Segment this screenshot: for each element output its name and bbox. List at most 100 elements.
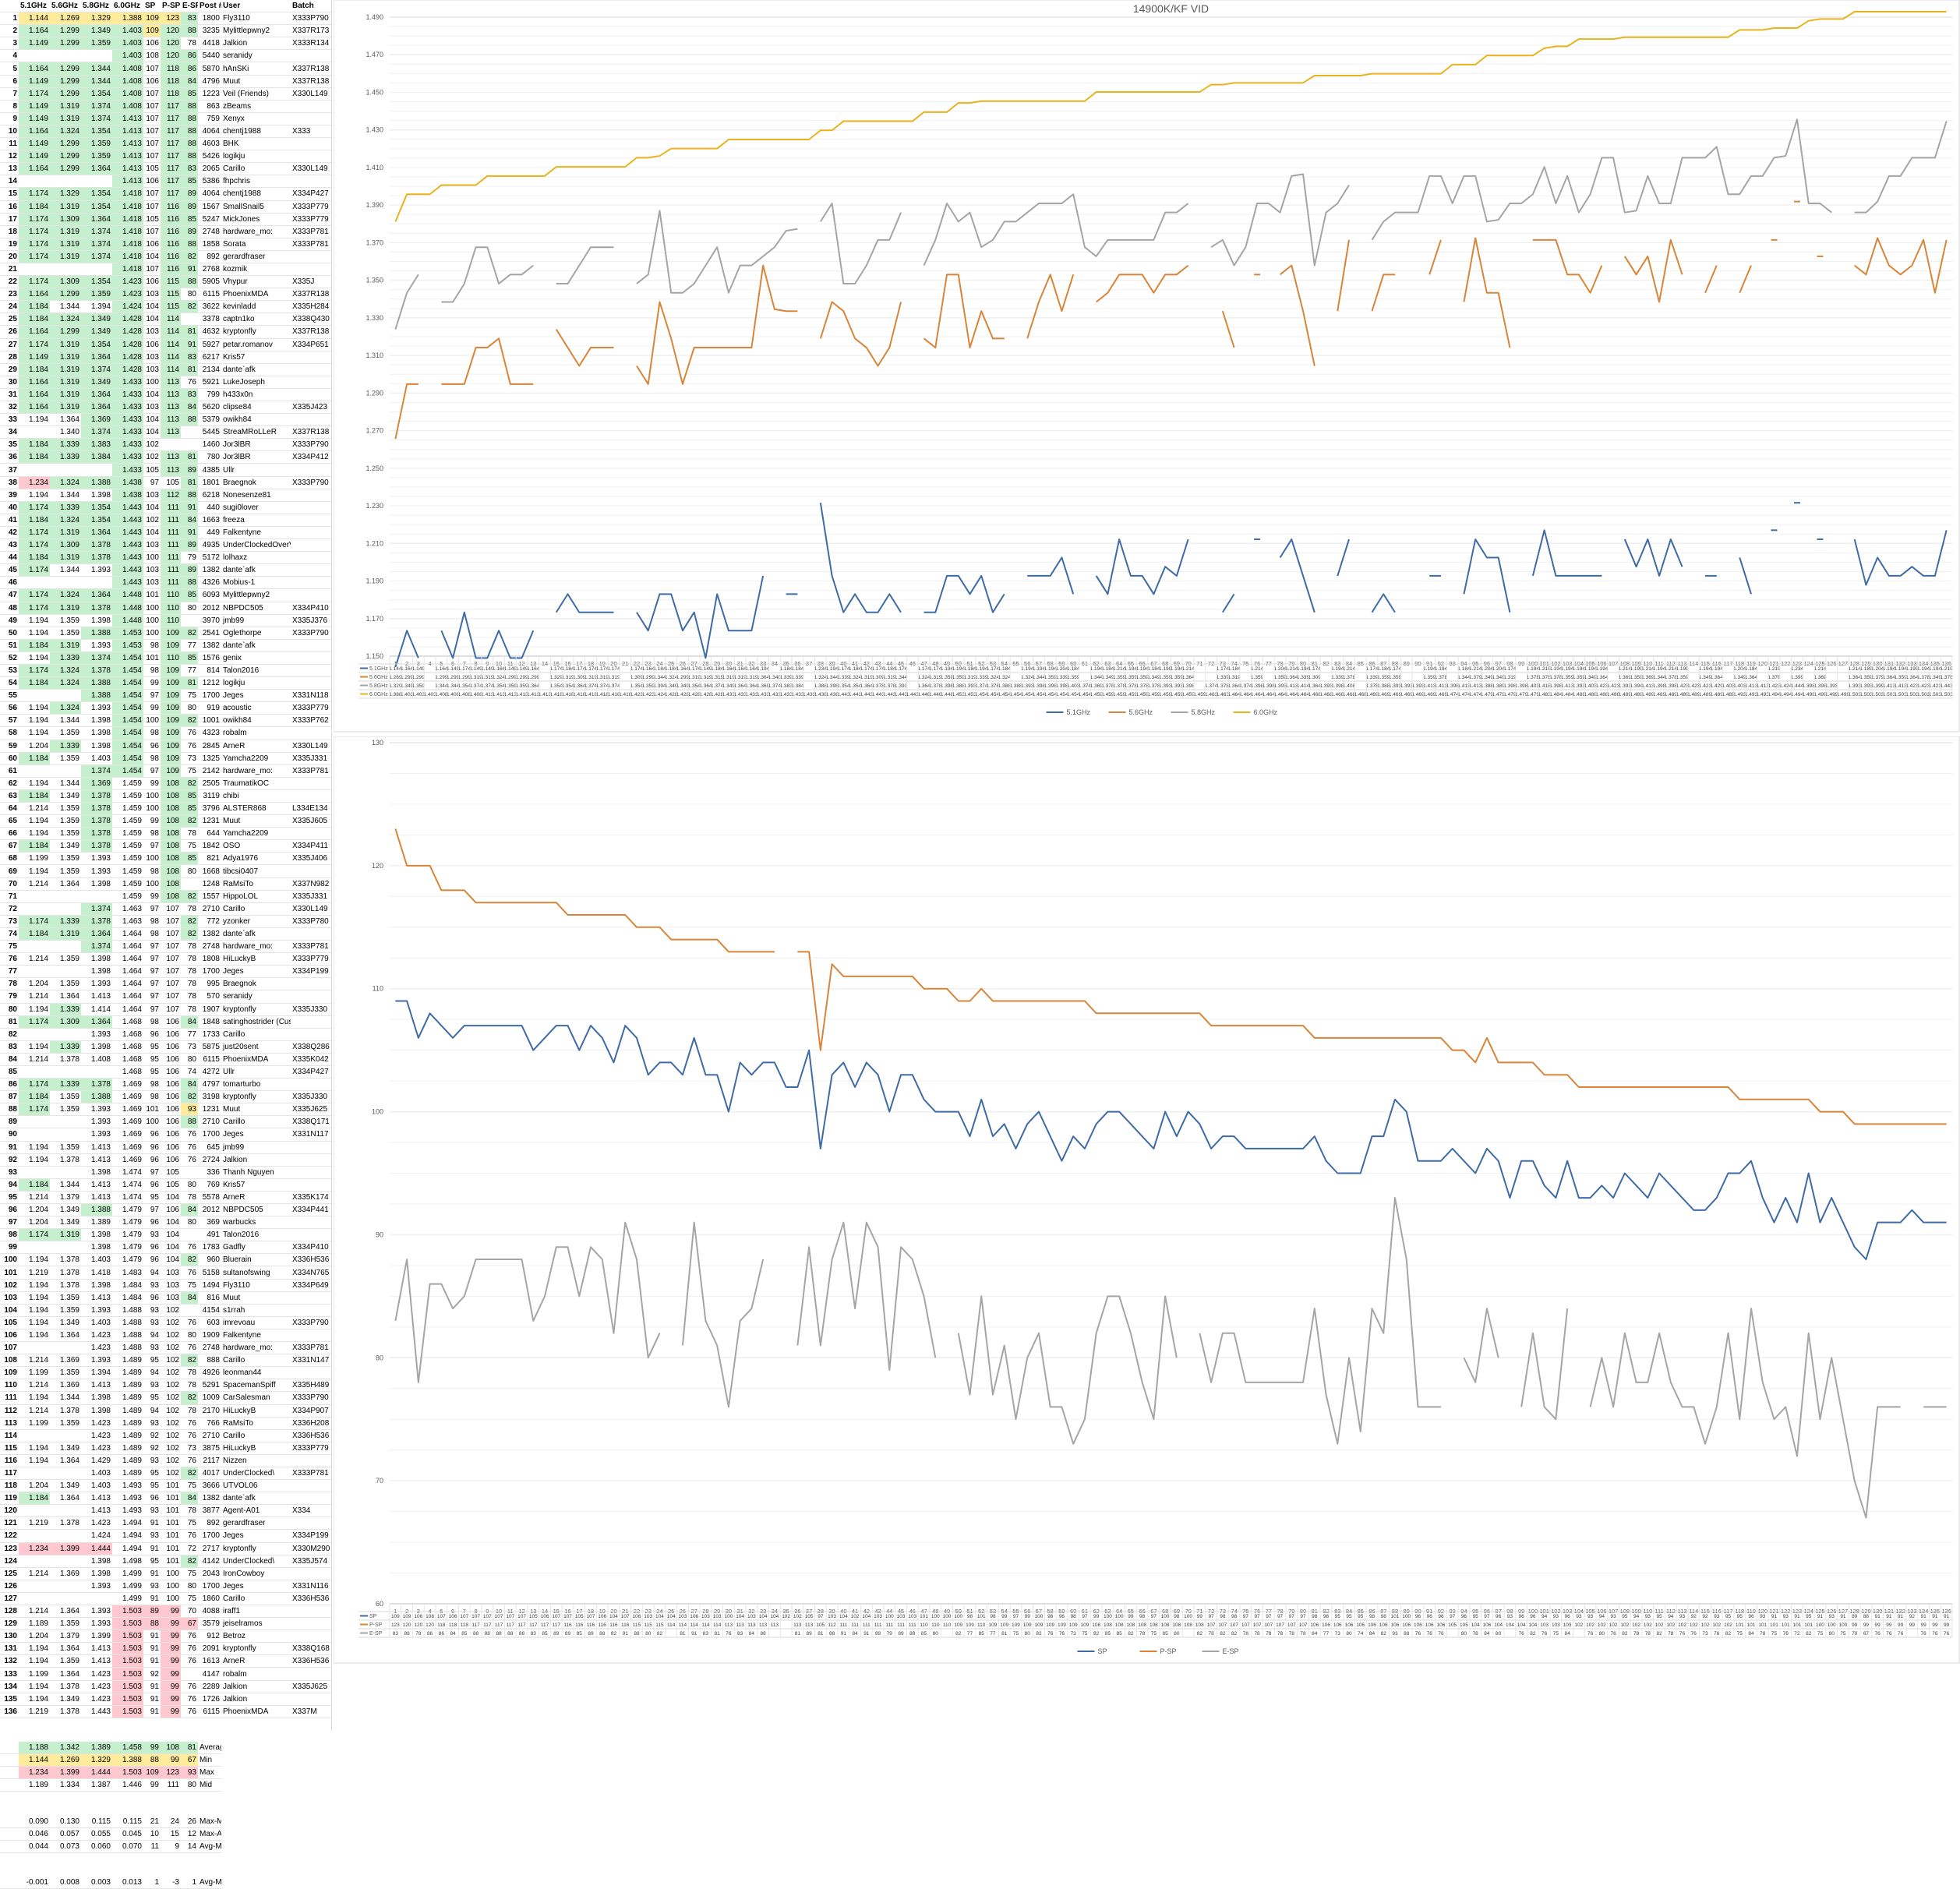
- table-cell[interactable]: 69: [0, 864, 19, 878]
- table-cell[interactable]: 1.324: [50, 125, 81, 139]
- table-cell[interactable]: 97: [143, 1003, 161, 1016]
- table-cell[interactable]: 97: [143, 839, 161, 853]
- table-cell[interactable]: 1.364: [50, 413, 81, 427]
- table-cell[interactable]: X331N118: [291, 689, 331, 703]
- table-cell[interactable]: X333P781: [291, 1467, 331, 1481]
- table-cell[interactable]: 1.319: [50, 100, 81, 113]
- table-cell[interactable]: 94: [143, 1366, 161, 1380]
- table-cell[interactable]: 5426: [198, 150, 221, 164]
- table-cell[interactable]: Jeges: [221, 1128, 291, 1142]
- table-cell[interactable]: 5386: [198, 175, 221, 189]
- table-cell[interactable]: 2710: [198, 1429, 221, 1442]
- table-cell[interactable]: 1.199: [19, 1667, 50, 1681]
- table-cell[interactable]: 1.428: [112, 338, 143, 351]
- table-cell[interactable]: 1.339: [50, 450, 81, 464]
- table-cell[interactable]: 1.359: [50, 1304, 81, 1317]
- table-cell[interactable]: 104: [161, 1191, 181, 1205]
- table-cell[interactable]: [291, 551, 331, 565]
- table-cell[interactable]: 1.453: [112, 639, 143, 652]
- table-cell[interactable]: 1.398: [81, 1404, 112, 1418]
- table-cell[interactable]: 1.398: [81, 1567, 112, 1580]
- table-cell[interactable]: Avg-Min: [198, 1840, 221, 1853]
- table-cell[interactable]: 1.319: [50, 526, 81, 540]
- table-cell[interactable]: 1.364: [81, 213, 112, 226]
- table-cell[interactable]: X334P410: [291, 1241, 331, 1255]
- table-cell[interactable]: MickJones: [221, 213, 291, 226]
- table-cell[interactable]: 93: [143, 1316, 161, 1329]
- table-cell[interactable]: 1.309: [50, 275, 81, 289]
- table-cell[interactable]: 1.199: [19, 852, 50, 866]
- table-cell[interactable]: X330L149: [291, 87, 331, 101]
- table-cell[interactable]: 1.459: [112, 777, 143, 790]
- table-cell[interactable]: 107: [143, 62, 161, 76]
- table-cell[interactable]: 1.413: [81, 1654, 112, 1668]
- table-cell[interactable]: 104: [143, 526, 161, 540]
- table-cell[interactable]: 1: [0, 12, 19, 26]
- table-cell[interactable]: 772: [198, 915, 221, 928]
- table-cell[interactable]: 6115: [198, 1705, 221, 1718]
- table-cell[interactable]: 111: [161, 538, 181, 553]
- table-cell[interactable]: 106: [161, 1203, 181, 1217]
- table-cell[interactable]: 63: [0, 789, 19, 803]
- table-cell[interactable]: 1700: [198, 1529, 221, 1543]
- table-cell[interactable]: 1.493: [112, 1492, 143, 1506]
- table-cell[interactable]: 113: [161, 425, 181, 440]
- table-cell[interactable]: 116: [161, 213, 181, 226]
- table-cell[interactable]: 116: [161, 200, 181, 214]
- table-cell[interactable]: X333P779: [291, 952, 331, 966]
- table-cell[interactable]: 766: [198, 1417, 221, 1430]
- table-cell[interactable]: X337R138: [291, 75, 331, 88]
- table-cell[interactable]: Min: [198, 1753, 221, 1767]
- table-cell[interactable]: 0.060: [81, 1840, 112, 1853]
- table-cell[interactable]: 116: [161, 238, 181, 251]
- table-cell[interactable]: 31: [0, 388, 19, 402]
- table-cell[interactable]: 82: [181, 300, 198, 314]
- table-cell[interactable]: 6115: [198, 1053, 221, 1066]
- table-cell[interactable]: 1.418: [112, 213, 143, 226]
- table-cell[interactable]: 83: [181, 162, 198, 176]
- table-cell[interactable]: [81, 49, 112, 63]
- table-cell[interactable]: 47: [0, 588, 19, 602]
- table-cell[interactable]: 888: [198, 1354, 221, 1368]
- table-cell[interactable]: [181, 877, 198, 891]
- table-cell[interactable]: 91: [143, 1542, 161, 1555]
- table-cell[interactable]: 36: [0, 450, 19, 464]
- table-cell[interactable]: 1.174: [19, 87, 50, 101]
- table-cell[interactable]: 98: [143, 915, 161, 928]
- table-cell[interactable]: 104: [143, 300, 161, 314]
- table-cell[interactable]: kryptonfly: [221, 1090, 291, 1104]
- table-cell[interactable]: 5291: [198, 1379, 221, 1393]
- table-cell[interactable]: 55: [0, 689, 19, 703]
- table-cell[interactable]: X335J625: [291, 1103, 331, 1117]
- table-cell[interactable]: 77: [0, 965, 19, 979]
- table-cell[interactable]: 4064: [198, 187, 221, 201]
- table-cell[interactable]: [19, 764, 50, 778]
- table-cell[interactable]: 123: [161, 1766, 181, 1780]
- table-cell[interactable]: 67: [0, 839, 19, 853]
- table-cell[interactable]: 1860: [198, 1592, 221, 1606]
- table-cell[interactable]: 1.454: [112, 752, 143, 765]
- table-cell[interactable]: 23: [0, 288, 19, 302]
- table-cell[interactable]: 1.399: [50, 1542, 81, 1555]
- table-cell[interactable]: 1.329: [50, 187, 81, 201]
- table-cell[interactable]: 107: [143, 112, 161, 125]
- table-cell[interactable]: 1.378: [50, 1053, 81, 1066]
- table-cell[interactable]: 1.334: [50, 1778, 81, 1792]
- table-cell[interactable]: [291, 1479, 331, 1493]
- table-cell[interactable]: 1.369: [81, 413, 112, 427]
- table-cell[interactable]: 99: [161, 1654, 181, 1668]
- table-cell[interactable]: 1.184: [19, 752, 50, 765]
- table-cell[interactable]: 1.503: [112, 1642, 143, 1656]
- table-cell[interactable]: 1.379: [50, 1191, 81, 1205]
- table-cell[interactable]: 98: [143, 664, 161, 678]
- table-cell[interactable]: 1.374: [81, 225, 112, 238]
- table-cell[interactable]: 99: [143, 676, 161, 690]
- table-cell[interactable]: 88: [0, 1103, 19, 1117]
- table-cell[interactable]: satinghostrider (Cust): [221, 1015, 291, 1029]
- table-cell[interactable]: 1.374: [81, 940, 112, 954]
- table-cell[interactable]: 449: [198, 526, 221, 540]
- table-cell[interactable]: 1.174: [19, 538, 50, 553]
- table-cell[interactable]: 111: [0, 1391, 19, 1405]
- table-cell[interactable]: [19, 1128, 50, 1142]
- table-cell[interactable]: 1.464: [112, 940, 143, 954]
